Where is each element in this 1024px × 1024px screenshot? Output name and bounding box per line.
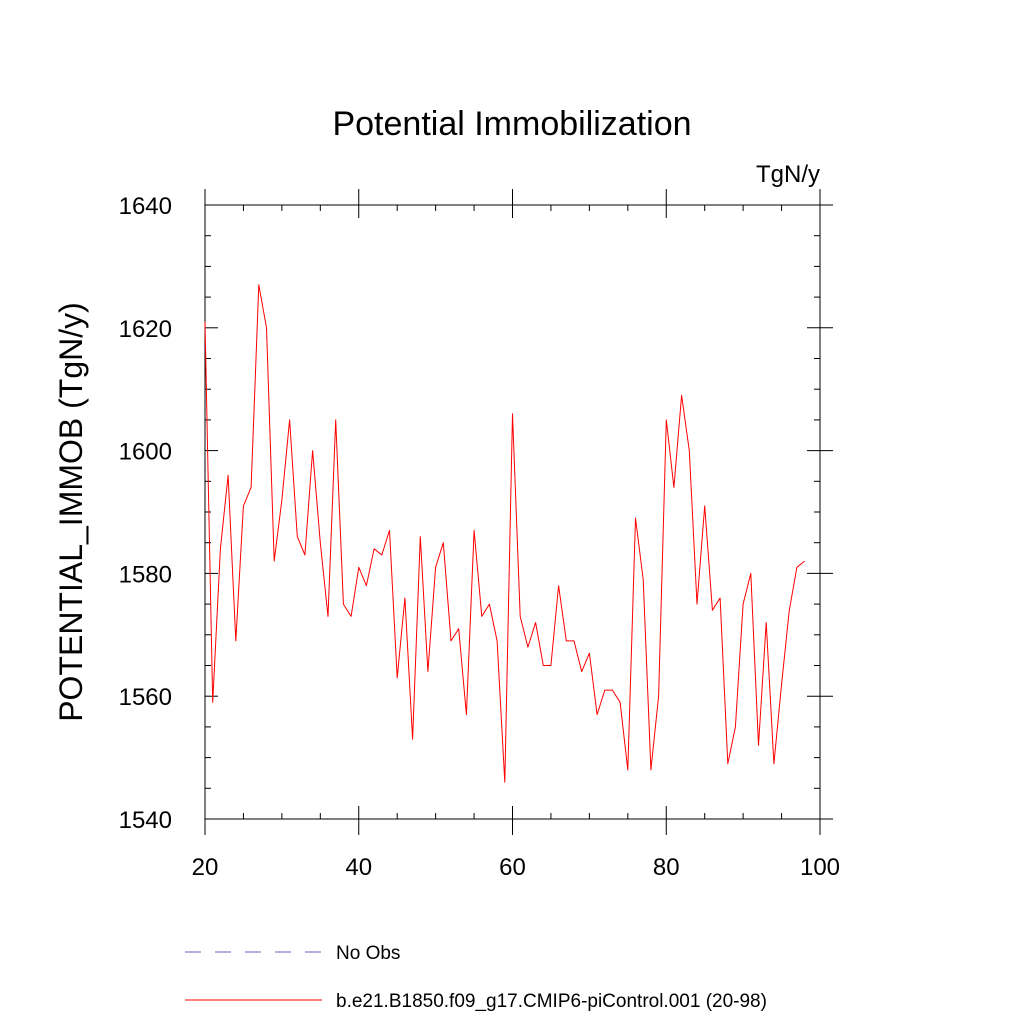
units-label: TgN/y (756, 161, 820, 188)
y-axis-label: POTENTIAL_IMMOB (TgN/y) (53, 302, 89, 722)
legend: No Obs b.e21.B1850.f09_g17.CMIP6-piContro… (185, 943, 767, 1012)
x-tick-label: 100 (800, 854, 840, 881)
series-line-0 (204, 284, 805, 783)
x-tick-label: 80 (653, 854, 680, 881)
y-tick-label: 1580 (119, 561, 172, 588)
plot-frame (204, 204, 821, 820)
x-tick-label: 20 (192, 854, 219, 881)
y-tick-label: 1600 (119, 439, 172, 466)
series-layer (204, 284, 805, 783)
y-tick-label: 1640 (119, 193, 172, 220)
y-tick-label: 1560 (119, 684, 172, 711)
legend-label-1: b.e21.B1850.f09_g17.CMIP6-piControl.001 … (336, 991, 767, 1012)
y-tick-label: 1540 (119, 807, 172, 834)
legend-label-0: No Obs (336, 943, 400, 964)
axis-tick-labels: 20 40 60 80 100 1540 1560 1580 1600 1620 1640 (119, 193, 840, 881)
x-tick-label: 60 (499, 854, 526, 881)
y-tick-label: 1620 (119, 316, 172, 343)
x-tick-label: 40 (345, 854, 372, 881)
axis-ticks (204, 189, 833, 835)
chart-title: Potential Immobilization (332, 105, 691, 143)
